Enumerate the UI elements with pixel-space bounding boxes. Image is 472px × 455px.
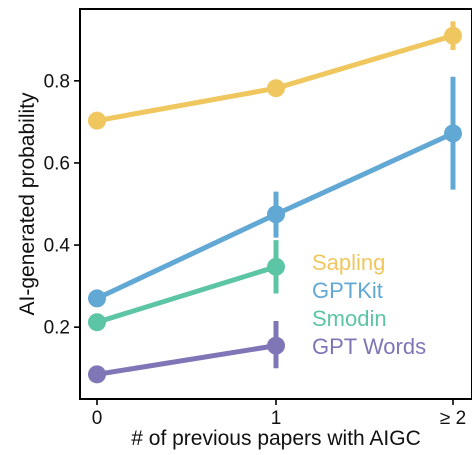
y-tick-label: 0.6 — [44, 153, 70, 174]
legend-entry-smodin: Smodin — [312, 306, 387, 331]
data-point — [444, 26, 462, 45]
data-point — [88, 111, 106, 130]
legend-entry-sapling: Sapling — [312, 250, 385, 275]
y-tick-label: 0.4 — [44, 236, 71, 257]
data-point — [267, 205, 285, 224]
series-layer — [88, 21, 462, 384]
data-point — [88, 365, 106, 384]
legend-entry-gptkit: GPTKit — [312, 278, 383, 303]
series-smodin — [88, 240, 285, 332]
data-point — [267, 79, 285, 98]
x-tick-label: 0 — [92, 408, 103, 429]
series-gpt-words — [88, 321, 285, 384]
y-tick-label: 0.8 — [44, 71, 70, 92]
series-line — [94, 343, 279, 377]
x-tick-label: ≥ 2 — [440, 408, 466, 429]
y-axis: 0.2 0.4 0.6 0.8 — [44, 71, 80, 339]
data-point — [88, 313, 106, 332]
series-sapling — [88, 21, 462, 130]
x-axis: 0 1 ≥ 2 — [92, 399, 466, 429]
data-point — [267, 336, 285, 355]
x-tick-label: 1 — [271, 408, 282, 429]
data-point — [267, 257, 285, 276]
data-point — [88, 289, 106, 308]
legend: Sapling GPTKit Smodin GPT Words — [312, 250, 426, 359]
series-gptkit — [88, 76, 462, 308]
data-point — [444, 124, 462, 143]
series-line — [94, 264, 279, 325]
y-tick-label: 0.2 — [44, 318, 70, 339]
y-axis-title: AI-generated probability — [16, 92, 39, 315]
legend-entry-gpt-words: GPT Words — [312, 334, 426, 359]
x-axis-title: # of previous papers with AIGC — [131, 427, 420, 450]
